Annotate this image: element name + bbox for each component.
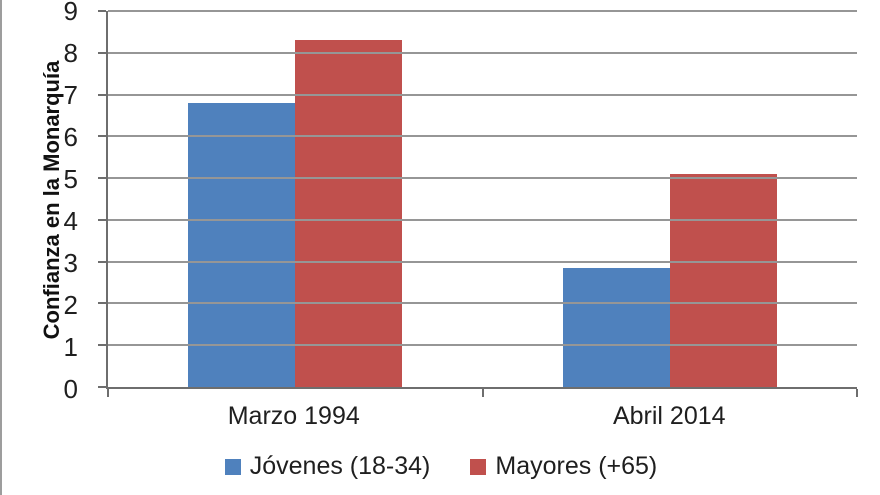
y-tick xyxy=(98,302,106,305)
y-gridline xyxy=(108,10,857,12)
y-tick xyxy=(98,218,106,221)
x-tick xyxy=(481,389,484,397)
legend-label: Mayores (+65) xyxy=(495,452,658,480)
legend-item: Mayores (+65) xyxy=(470,452,657,481)
y-gridline xyxy=(108,135,857,138)
y-tick xyxy=(98,135,106,138)
y-tick xyxy=(98,344,106,347)
bar-group xyxy=(483,11,858,387)
legend-swatch xyxy=(470,458,487,475)
y-tick xyxy=(98,10,106,12)
y-tick xyxy=(98,51,106,54)
bar xyxy=(188,102,296,387)
plot-area xyxy=(98,10,858,397)
bar-group xyxy=(108,11,483,387)
y-gridline xyxy=(108,93,857,96)
y-tick-label: 3 xyxy=(63,248,78,278)
x-axis-category-labels: Marzo 1994 Abril 2014 xyxy=(106,402,857,431)
y-gridline xyxy=(108,302,857,305)
y-gridline xyxy=(108,177,857,180)
y-gridline xyxy=(108,260,857,263)
category-label: Abril 2014 xyxy=(612,402,726,430)
legend-swatch xyxy=(224,458,241,475)
y-tick-label: 5 xyxy=(63,164,78,194)
y-tick-label: 4 xyxy=(63,206,78,236)
y-tick xyxy=(98,93,106,96)
y-gridline xyxy=(108,218,857,221)
category-label: Marzo 1994 xyxy=(227,402,360,430)
bar xyxy=(669,173,777,387)
y-tick-label: 7 xyxy=(63,80,78,110)
y-gridline xyxy=(108,51,857,54)
x-tick xyxy=(856,389,858,397)
bar xyxy=(295,40,403,387)
legend-item: Jóvenes (18-34) xyxy=(224,452,431,481)
y-tick xyxy=(98,177,106,180)
y-axis-tick-labels: 0 1 2 3 4 5 6 7 8 9 xyxy=(2,0,94,402)
y-tick-label: 0 xyxy=(63,374,78,404)
y-gridline xyxy=(108,344,857,347)
y-tick-label: 8 xyxy=(63,38,78,68)
y-tick xyxy=(98,386,106,388)
y-tick-label: 2 xyxy=(63,290,78,320)
bar xyxy=(562,267,670,387)
bar-groups xyxy=(108,11,857,387)
legend-label: Jóvenes (18-34) xyxy=(249,452,431,480)
x-tick xyxy=(107,389,109,397)
legend: Jóvenes (18-34) Mayores (+65) xyxy=(2,452,880,481)
y-tick-label: 1 xyxy=(63,332,78,362)
y-tick-label: 6 xyxy=(63,122,78,152)
y-tick-label: 9 xyxy=(63,0,78,26)
y-tick xyxy=(98,260,106,263)
